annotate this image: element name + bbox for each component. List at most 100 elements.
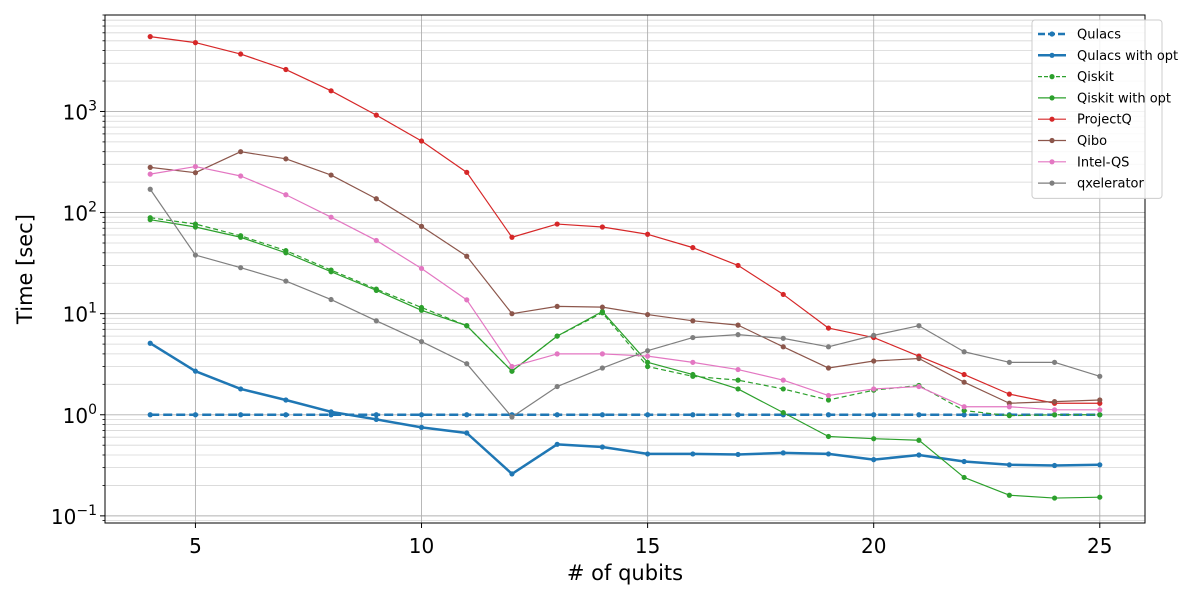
data-point: [373, 237, 379, 244]
data-point: [916, 452, 922, 458]
data-point: [690, 371, 696, 378]
x-axis-ticks: 5 10 15 20 25: [189, 523, 1113, 558]
data-point: [599, 412, 605, 418]
data-point: [283, 66, 289, 73]
data-point: [645, 231, 651, 237]
data-point: [780, 291, 786, 298]
y-tick-label: 102: [63, 200, 97, 226]
data-point: [328, 88, 334, 94]
data-point: [825, 392, 832, 399]
legend-swatch-marker: [1049, 52, 1055, 58]
data-point: [509, 311, 515, 317]
data-point: [464, 323, 470, 329]
data-point: [916, 323, 922, 329]
data-point: [328, 296, 334, 303]
data-point: [373, 196, 379, 202]
data-point: [690, 245, 696, 251]
data-point: [1051, 412, 1058, 418]
data-point: [373, 112, 379, 118]
y-tick-base: 10: [63, 404, 88, 428]
data-point: [328, 214, 334, 220]
series-line: [150, 36, 1100, 404]
data-point: [1051, 462, 1058, 469]
y-axis-label: Time [sec]: [13, 214, 37, 325]
data-point: [1006, 413, 1012, 419]
legend-swatch-marker: [1049, 180, 1055, 186]
legend-label: Qibo: [1077, 134, 1107, 149]
data-point: [238, 412, 244, 418]
series-line: [150, 165, 1100, 411]
data-point: [1051, 359, 1058, 365]
data-point: [147, 34, 153, 40]
data-point: [690, 318, 696, 324]
data-point: [645, 348, 651, 354]
legend-label: ProjectQ: [1077, 113, 1132, 128]
data-point: [780, 410, 786, 416]
data-point: [509, 363, 515, 370]
data-point: [509, 234, 515, 240]
legend-item: Intel-QS: [1038, 155, 1129, 170]
legend-swatch-marker: [1049, 116, 1055, 122]
data-point: [1051, 398, 1058, 405]
data-point: [1051, 407, 1058, 413]
data-point: [825, 344, 832, 350]
legend-item: Qibo: [1038, 134, 1107, 149]
data-point: [418, 338, 425, 345]
data-point: [554, 351, 560, 357]
data-point: [147, 164, 153, 170]
data-point: [554, 412, 560, 418]
y-tick-exponent: −1: [76, 503, 97, 519]
data-point: [1097, 412, 1103, 418]
data-point: [238, 234, 244, 240]
data-point: [735, 262, 741, 269]
data-point: [509, 368, 515, 374]
data-point: [1097, 407, 1103, 413]
data-point: [509, 414, 515, 420]
y-tick-exponent: 1: [88, 301, 97, 317]
data-point: [825, 412, 832, 418]
data-point: [192, 163, 199, 170]
legend-item: Qiskit with opt: [1038, 91, 1171, 106]
data-point: [328, 172, 334, 178]
data-point: [961, 349, 967, 355]
data-point: [418, 307, 425, 313]
legend-label: qxelerator: [1077, 177, 1145, 192]
data-point: [871, 358, 877, 364]
data-point: [645, 311, 651, 318]
data-point: [1097, 494, 1103, 500]
legend-swatch-marker: [1049, 95, 1055, 101]
data-point: [418, 138, 425, 144]
data-point: [464, 297, 470, 303]
legend-swatch-marker: [1049, 31, 1055, 37]
data-point: [238, 149, 244, 155]
data-point: [599, 304, 605, 310]
data-point: [645, 412, 651, 418]
data-point: [871, 332, 877, 338]
data-point: [645, 363, 651, 370]
data-point: [238, 51, 244, 57]
x-tick-label: 15: [635, 534, 660, 558]
y-tick-label: 10−1: [51, 503, 97, 529]
data-point: [1097, 373, 1103, 379]
series-intel-qs: [147, 163, 1103, 413]
data-point: [328, 409, 334, 415]
y-tick-label: 100: [63, 402, 97, 428]
data-point: [735, 412, 741, 418]
legend: Qulacs Qulacs with opt Qiskit Qiskit with o…: [1031, 19, 1178, 199]
data-point: [464, 430, 470, 436]
data-point: [871, 412, 877, 418]
data-point: [735, 366, 741, 373]
legend-swatch-marker: [1049, 74, 1055, 80]
data-point: [916, 412, 922, 418]
data-point: [961, 371, 967, 378]
data-point: [238, 386, 244, 392]
series-projectq: [147, 34, 1103, 406]
data-point: [735, 377, 741, 383]
data-point: [961, 412, 967, 418]
data-point: [464, 361, 470, 367]
data-point: [283, 192, 289, 198]
data-point: [599, 365, 605, 371]
data-point: [916, 355, 922, 362]
series-qiskit-with-opt: [147, 217, 1103, 501]
series-qxelerator: [147, 186, 1103, 420]
